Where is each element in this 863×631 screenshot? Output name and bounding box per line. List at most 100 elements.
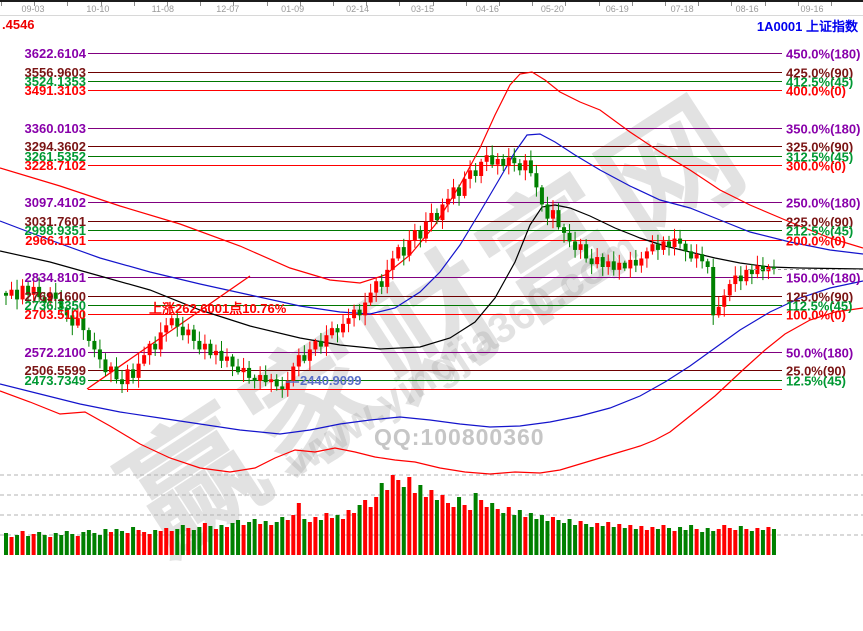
volume-bar — [517, 510, 522, 555]
candle-body — [280, 386, 285, 389]
axis-tick — [67, 2, 69, 6]
candle-body — [506, 157, 511, 167]
candle-body — [70, 315, 75, 326]
candle-body — [639, 258, 644, 266]
date-tick-label: 07-18 — [670, 4, 694, 14]
candle-body — [440, 204, 445, 221]
candle-body — [716, 306, 721, 316]
candlesticks — [4, 145, 776, 398]
volume-bar — [81, 532, 86, 555]
volume-bar — [716, 529, 721, 555]
volume-bar — [534, 519, 539, 555]
volume-bar — [213, 529, 218, 555]
level-price-label: 3228.7102 — [25, 158, 86, 173]
candle-body — [705, 261, 710, 267]
volume-bar — [401, 487, 406, 555]
candle-body — [490, 155, 495, 165]
axis-tick — [731, 2, 733, 6]
date-tick-label: 11-08 — [151, 4, 175, 14]
candle-body — [606, 261, 611, 267]
candle-body — [617, 262, 622, 270]
volume-bar — [285, 520, 290, 555]
volume-bar — [573, 525, 578, 555]
candle-body — [683, 243, 688, 252]
candle-body — [213, 350, 218, 356]
volume-bar — [683, 530, 688, 555]
candle-body — [755, 265, 760, 275]
volume-bar — [506, 507, 511, 555]
candle-body — [534, 173, 539, 188]
candle-body — [230, 356, 235, 367]
volume-bar — [241, 525, 246, 555]
candle-body — [86, 330, 91, 341]
axis-tick — [233, 2, 235, 6]
candle-body — [318, 340, 323, 347]
corner-price-value: .4546 — [2, 17, 35, 32]
level-price-label: 2966.1101 — [25, 233, 86, 248]
axis-tick — [532, 2, 534, 6]
volume-bar — [302, 519, 307, 555]
volume-bar — [307, 522, 312, 555]
level-price-label: 3031.7601 — [25, 214, 86, 229]
candle-body — [711, 266, 716, 316]
level-labels: 3622.6104 450.0%(180) 3556.9603 425.0%(90) 3… — [25, 46, 861, 389]
volume-bar — [37, 532, 42, 555]
volume-bar — [562, 523, 567, 555]
volume-bar — [97, 535, 102, 555]
volume-bar — [722, 525, 727, 555]
candle-body — [125, 369, 130, 385]
axis-tick — [698, 2, 700, 6]
axis-tick — [366, 2, 368, 6]
lower-mid-blue — [0, 280, 863, 435]
date-tick-label: 02-14 — [346, 4, 370, 14]
level-price-label: 3097.4102 — [25, 195, 86, 210]
level-price-label: 3360.0103 — [25, 121, 86, 136]
candle-body — [744, 269, 749, 282]
candle-body — [247, 367, 252, 378]
volume-bar — [606, 522, 611, 555]
level-price-label: 3261.5352 — [25, 149, 86, 164]
candle-body — [694, 254, 699, 259]
axis-tick — [333, 2, 334, 6]
volume-bar — [600, 526, 605, 555]
candle-body — [252, 377, 257, 381]
upper-band-red — [0, 71, 863, 284]
axis-tick — [100, 2, 102, 6]
volume-bar — [64, 531, 69, 555]
fibonacci-level-lines — [88, 53, 782, 390]
volume-bar — [512, 515, 517, 555]
volume-bar — [711, 531, 716, 555]
candle-body — [390, 258, 395, 270]
axis-tick — [665, 2, 666, 6]
volume-bar — [672, 531, 677, 555]
volume-bar — [457, 497, 462, 555]
volume-bar — [92, 533, 97, 555]
level-percent-label: 12.5%(45) — [786, 374, 846, 389]
candle-body — [208, 343, 213, 356]
level-price-label: 3491.3103 — [25, 83, 86, 98]
candle-body — [20, 285, 25, 300]
candle-body — [385, 269, 390, 287]
rise-annotation: 上涨262.6001点10.76% — [149, 301, 287, 316]
axis-tick — [631, 2, 633, 6]
volume-bar — [733, 530, 738, 555]
volume-bar — [694, 529, 699, 555]
volume-bar — [329, 518, 334, 555]
candle-body — [760, 265, 765, 272]
candle-body — [562, 227, 567, 233]
candle-body — [274, 379, 279, 387]
candle-body — [114, 366, 119, 380]
volume-bar — [667, 528, 671, 555]
volume-bar — [644, 530, 649, 555]
volume-bar — [269, 525, 274, 555]
volume-bars — [4, 475, 776, 555]
volume-bar — [755, 528, 760, 555]
volume-bar — [197, 527, 202, 555]
candle-body — [628, 259, 633, 269]
volume-bar — [274, 522, 279, 555]
volume-bar — [175, 529, 180, 555]
candle-body — [595, 257, 600, 265]
date-tick-label: 05-20 — [540, 4, 564, 14]
volume-bar — [412, 493, 417, 555]
candle-body — [158, 332, 163, 350]
